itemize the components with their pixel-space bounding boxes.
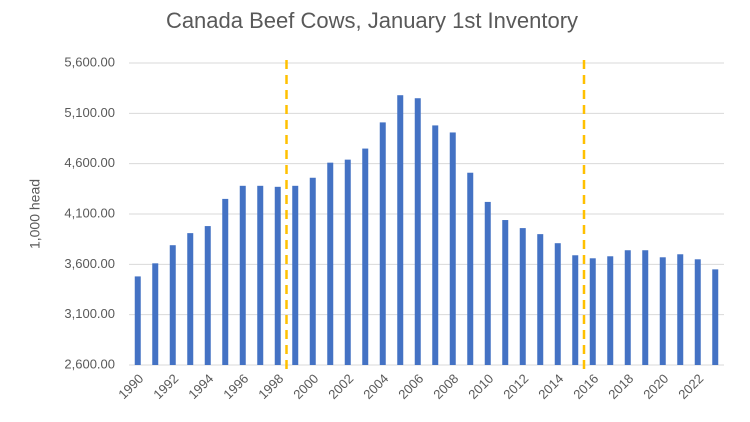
x-tick-label: 2000 (290, 371, 321, 402)
x-tick-label: 2004 (360, 371, 391, 402)
y-tick-label: 2,600.00 (64, 356, 115, 371)
bar (554, 243, 561, 365)
bar (292, 185, 299, 365)
bar (327, 162, 334, 365)
x-tick-label: 1992 (150, 371, 181, 402)
bar (449, 132, 456, 365)
bar (344, 159, 351, 365)
x-tick-label: 2016 (570, 371, 601, 402)
bar (169, 245, 176, 365)
y-tick-label: 5,600.00 (64, 54, 115, 69)
bar (537, 234, 544, 365)
y-tick-label: 3,100.00 (64, 306, 115, 321)
bar (152, 263, 159, 365)
bar (607, 256, 614, 365)
bar (677, 254, 684, 365)
x-tick-label: 1996 (220, 371, 251, 402)
x-tick-label: 2018 (605, 371, 636, 402)
x-tick-label: 2022 (675, 371, 706, 402)
bar (642, 250, 649, 365)
bar (432, 125, 439, 365)
y-axis-title: 1,000 head (27, 179, 43, 249)
bar (467, 172, 474, 365)
x-tick-label: 2020 (640, 371, 671, 402)
bar (222, 198, 229, 365)
bar (484, 201, 491, 365)
y-tick-label: 4,100.00 (64, 205, 115, 220)
bar (572, 255, 579, 365)
bar (694, 259, 701, 365)
x-tick-label: 2012 (500, 371, 531, 402)
bar (624, 250, 631, 365)
y-tick-label: 4,600.00 (64, 155, 115, 170)
bar (274, 186, 281, 365)
x-tick-label: 2002 (325, 371, 356, 402)
bar (379, 122, 386, 365)
bar (519, 228, 526, 365)
bar (134, 276, 141, 365)
bar (659, 257, 666, 365)
x-tick-label: 2014 (535, 371, 566, 402)
x-tick-label: 1994 (185, 371, 216, 402)
x-tick-label: 2008 (430, 371, 461, 402)
x-tick-label: 2006 (395, 371, 426, 402)
bar (257, 185, 264, 365)
bar (204, 226, 211, 365)
x-tick-label: 1998 (255, 371, 286, 402)
bar (397, 95, 404, 366)
bar (239, 185, 246, 365)
bar (309, 177, 316, 365)
bar (502, 220, 509, 365)
bar (187, 233, 194, 365)
y-tick-label: 3,600.00 (64, 256, 115, 271)
y-tick-label: 5,100.00 (64, 105, 115, 120)
chart-title: Canada Beef Cows, January 1st Inventory (166, 8, 578, 33)
x-tick-label: 2010 (465, 371, 496, 402)
bar (712, 269, 719, 365)
bar (414, 98, 421, 365)
x-tick-label: 1990 (115, 371, 146, 402)
bar (589, 258, 596, 365)
bar (362, 148, 369, 365)
